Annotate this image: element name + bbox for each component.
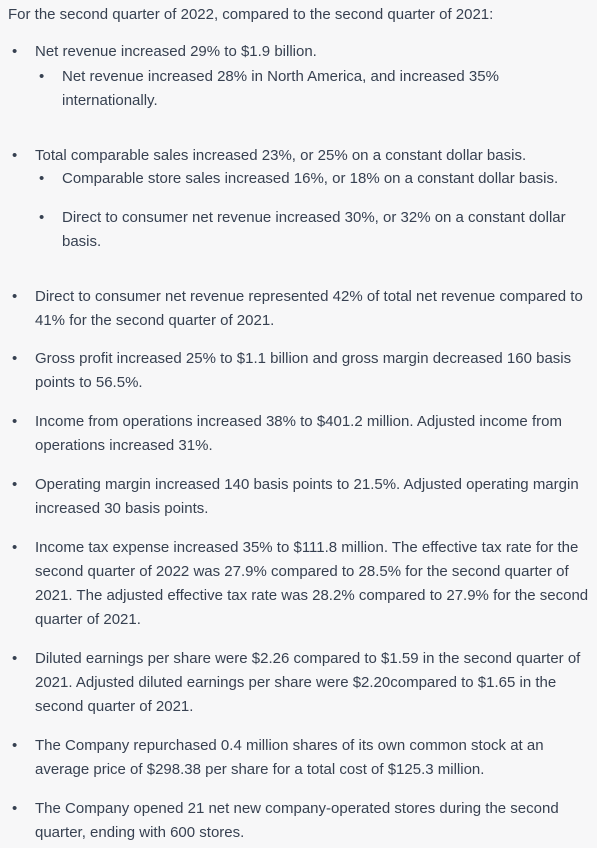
- bullet: Total comparable sales increased 23%, or…: [12, 144, 593, 168]
- bullet: Income tax expense increased 35% to $111…: [12, 536, 593, 632]
- bullet: Diluted earnings per share were $2.26 co…: [12, 647, 593, 719]
- intro: For the second quarter of 2022, compared…: [8, 6, 494, 23]
- bullet: Income from operations increased 38% to …: [12, 410, 593, 458]
- bullet: Direct to consumer net revenue represent…: [12, 285, 593, 333]
- bullet: Gross profit increased 25% to $1.1 billi…: [12, 347, 593, 395]
- sub-bullet: Net revenue increased 28% in North Ameri…: [39, 65, 594, 113]
- bullet: Operating margin increased 140 basis poi…: [12, 473, 593, 521]
- bullet: The Company repurchased 0.4 million shar…: [12, 734, 593, 782]
- sub-bullet: Direct to consumer net revenue increased…: [39, 206, 594, 254]
- bullet: Net revenue increased 29% to $1.9 billio…: [12, 40, 593, 64]
- bullet: The Company opened 21 net new company-op…: [12, 797, 593, 845]
- sub-bullet: Comparable store sales increased 16%, or…: [39, 167, 594, 191]
